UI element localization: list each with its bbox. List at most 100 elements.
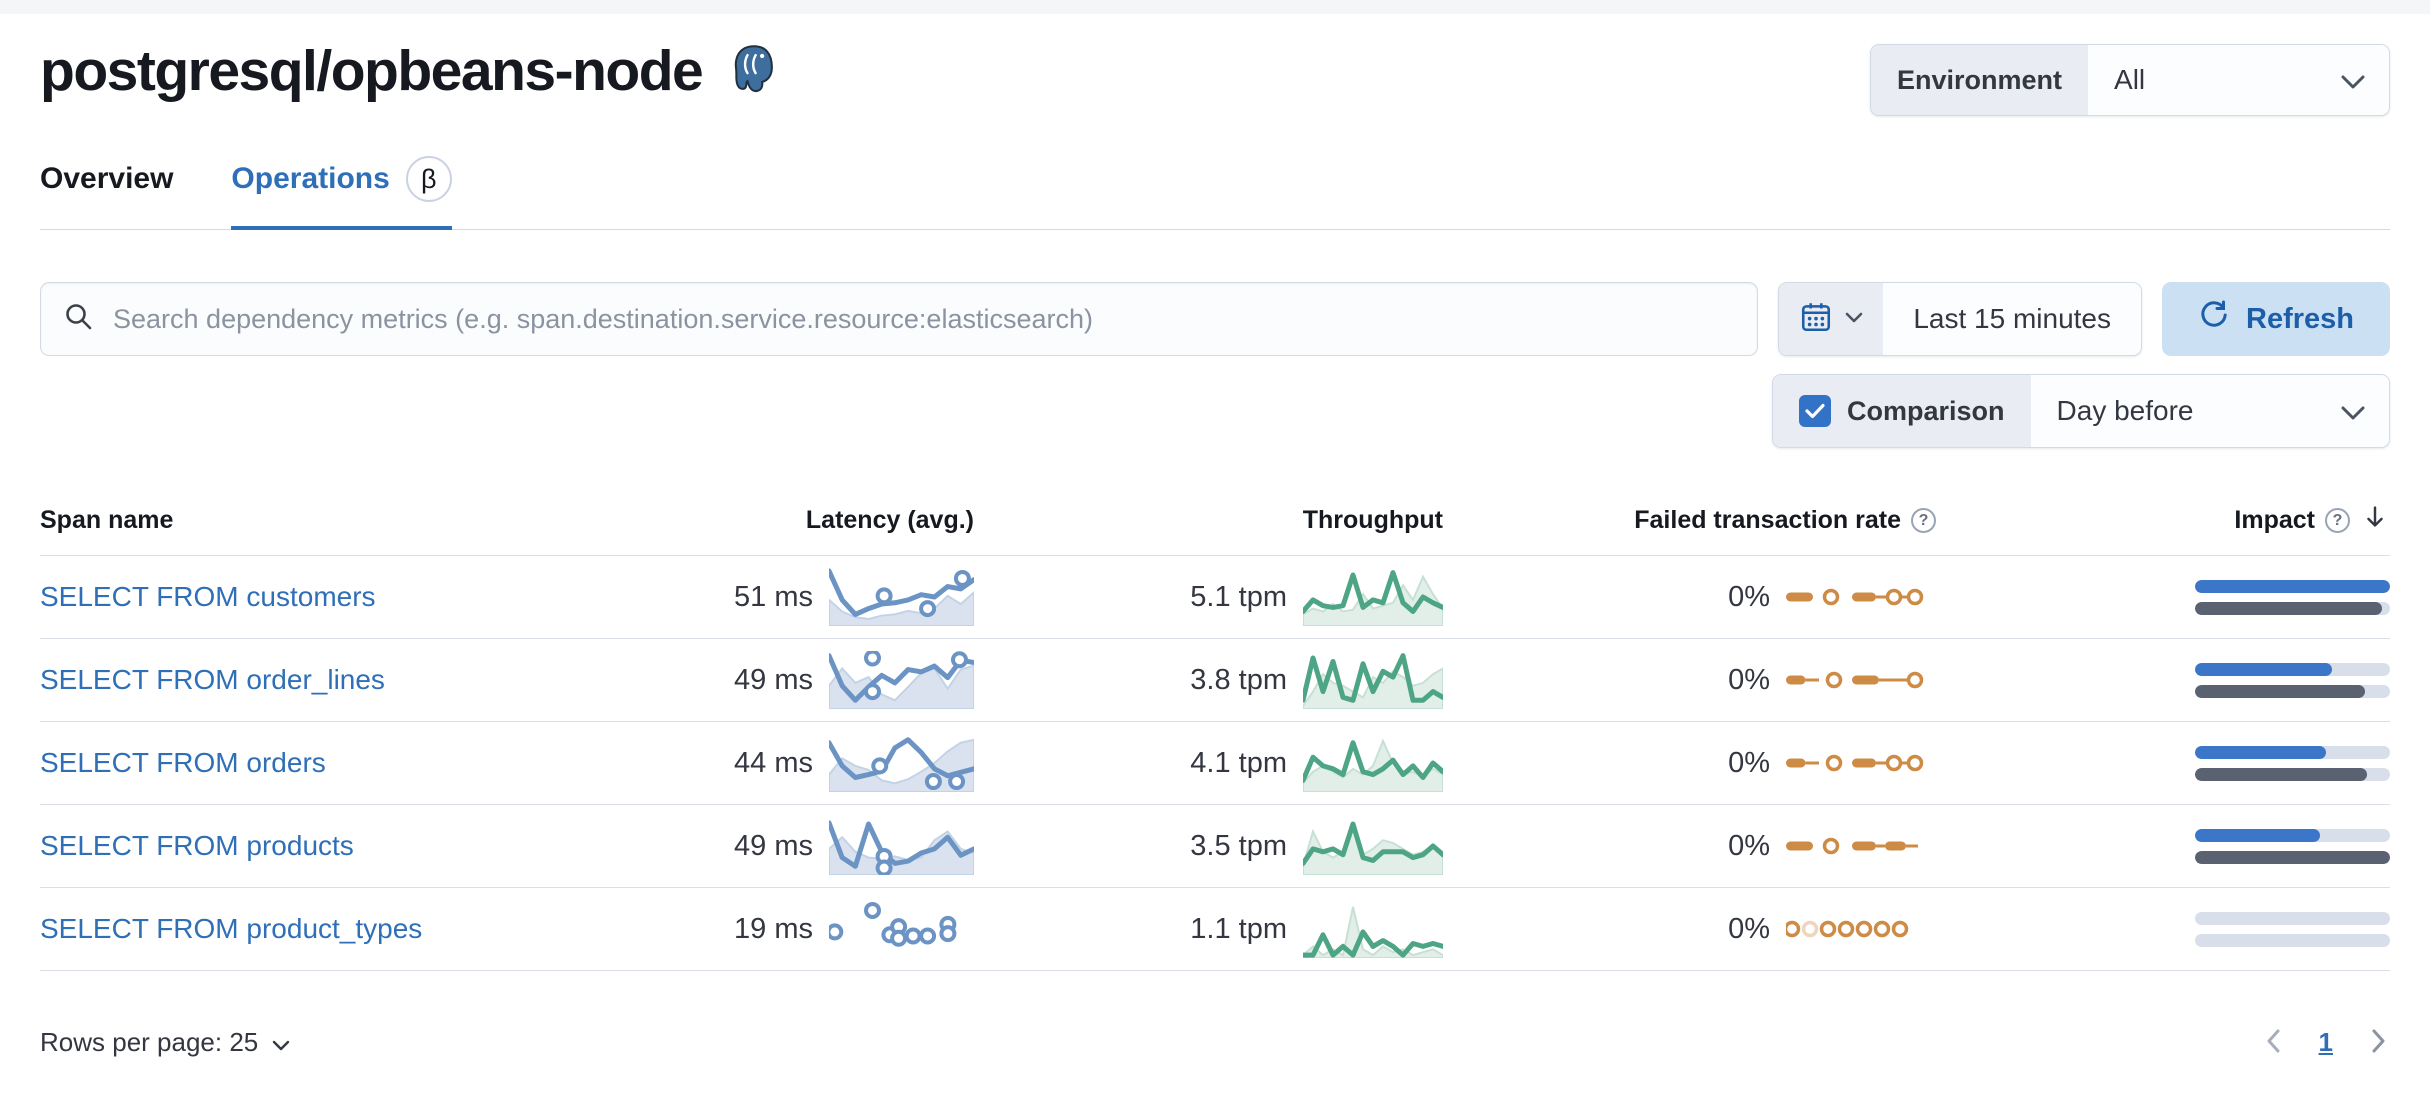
table-row: SELECT FROM order_lines 49 ms 3.8 tpm 0%	[40, 639, 2390, 722]
ftr-value: 0%	[1728, 663, 1770, 696]
impact-bar-current	[2195, 745, 2326, 759]
search-box[interactable]	[40, 282, 1759, 356]
column-header-impact[interactable]: Impact ?	[1936, 502, 2390, 539]
table-header: Span name Latency (avg.) Throughput Fail…	[40, 502, 2390, 556]
table-row: SELECT FROM products 49 ms 3.5 tpm 0%	[40, 805, 2390, 888]
page-title: postgresql/opbeans-node	[40, 39, 704, 103]
column-header-failed-rate[interactable]: Failed transaction rate ?	[1443, 506, 1936, 535]
rows-per-page-label: Rows per page: 25	[40, 1027, 259, 1057]
tabs: Overview Operations β	[40, 156, 2390, 230]
refresh-label: Refresh	[2246, 302, 2354, 335]
tab-operations-label: Operations	[231, 162, 390, 195]
impact-cell	[1936, 911, 2390, 947]
chevron-down-icon	[2341, 395, 2365, 427]
table-row: SELECT FROM orders 44 ms 4.1 tpm 0%	[40, 722, 2390, 805]
tab-operations[interactable]: Operations β	[231, 156, 452, 230]
sort-descending-icon	[2360, 502, 2390, 539]
ftr-value: 0%	[1728, 829, 1770, 862]
previous-page-button[interactable]	[2262, 1025, 2285, 1060]
comparison-checkbox[interactable]	[1799, 395, 1831, 427]
latency-value: 49 ms	[734, 663, 813, 696]
span-link[interactable]: SELECT FROM orders	[40, 747, 326, 778]
beta-badge: β	[405, 156, 452, 202]
postgresql-icon	[728, 43, 780, 100]
ftr-sparkline	[1786, 671, 1924, 689]
latency-sparkline	[829, 737, 974, 792]
latency-value: 19 ms	[734, 912, 813, 945]
throughput-value: 3.5 tpm	[1190, 829, 1287, 862]
ftr-sparkline	[1786, 837, 1918, 855]
refresh-button[interactable]: Refresh	[2162, 282, 2390, 356]
table-body: SELECT FROM customers 51 ms 5.1 tpm 0% S…	[40, 556, 2390, 971]
refresh-icon	[2198, 299, 2230, 339]
impact-bar-current	[2195, 579, 2390, 593]
span-link[interactable]: SELECT FROM order_lines	[40, 664, 385, 695]
impact-cell	[1936, 662, 2390, 698]
tab-overview[interactable]: Overview	[40, 156, 173, 230]
column-header-latency[interactable]: Latency (avg.)	[805, 506, 974, 534]
ftr-sparkline	[1786, 754, 1924, 772]
search-input[interactable]	[113, 303, 1736, 335]
throughput-sparkline	[1303, 570, 1443, 626]
table-footer: Rows per page: 25 1	[40, 1025, 2390, 1060]
help-icon[interactable]: ?	[1911, 508, 1936, 533]
latency-value: 49 ms	[734, 829, 813, 862]
impact-bar-previous	[2195, 601, 2383, 615]
chevron-down-icon	[2341, 64, 2365, 96]
throughput-value: 3.8 tpm	[1190, 663, 1287, 696]
pagination: 1	[2262, 1025, 2390, 1060]
comparison-value: Day before	[2056, 395, 2194, 426]
ftr-value: 0%	[1728, 912, 1770, 945]
ftr-value: 0%	[1728, 746, 1770, 779]
column-header-throughput[interactable]: Throughput	[1302, 506, 1443, 534]
column-header-span-name[interactable]: Span name	[40, 506, 174, 534]
impact-cell	[1936, 745, 2390, 781]
latency-value: 44 ms	[734, 746, 813, 779]
span-link[interactable]: SELECT FROM customers	[40, 581, 376, 612]
throughput-sparkline	[1303, 738, 1443, 792]
throughput-value: 1.1 tpm	[1190, 912, 1287, 945]
comparison-control: Comparison Day before	[1772, 374, 2390, 448]
impact-bar-current	[2195, 828, 2320, 842]
comparison-label: Comparison	[1847, 395, 2005, 426]
ftr-value: 0%	[1728, 580, 1770, 613]
time-range-value[interactable]: Last 15 minutes	[1883, 283, 2141, 355]
impact-bar-previous	[2195, 684, 2365, 698]
comparison-select[interactable]: Day before	[2030, 375, 2389, 447]
chevron-down-icon	[272, 1027, 290, 1058]
table-row: SELECT FROM product_types 19 ms 1.1 tpm …	[40, 888, 2390, 971]
next-page-button[interactable]	[2367, 1025, 2390, 1060]
environment-value-select[interactable]: All	[2088, 45, 2389, 115]
page-header: postgresql/opbeans-node Environment All	[40, 38, 2390, 116]
ftr-sparkline	[1786, 588, 1924, 606]
environment-label: Environment	[1871, 45, 2089, 115]
search-icon	[63, 301, 95, 338]
throughput-sparkline	[1303, 821, 1443, 875]
ftr-sparkline	[1786, 920, 1909, 938]
throughput-sparkline	[1303, 906, 1443, 958]
calendar-dropdown-button[interactable]	[1779, 283, 1884, 355]
span-link[interactable]: SELECT FROM products	[40, 830, 354, 861]
rows-per-page-button[interactable]: Rows per page: 25	[40, 1027, 290, 1058]
tab-overview-label: Overview	[40, 162, 174, 195]
latency-sparkline	[829, 568, 974, 626]
table-row: SELECT FROM customers 51 ms 5.1 tpm 0%	[40, 556, 2390, 639]
top-strip	[0, 0, 2430, 14]
latency-sparkline	[829, 820, 974, 875]
environment-value: All	[2114, 64, 2146, 95]
span-link[interactable]: SELECT FROM product_types	[40, 913, 423, 944]
latency-value: 51 ms	[734, 580, 813, 613]
time-range-picker: Last 15 minutes	[1778, 282, 2142, 356]
operations-table: Span name Latency (avg.) Throughput Fail…	[40, 502, 2390, 971]
impact-cell	[1936, 579, 2390, 615]
throughput-value: 5.1 tpm	[1190, 580, 1287, 613]
impact-bar-previous	[2195, 850, 2390, 864]
environment-select[interactable]: Environment All	[1870, 44, 2390, 116]
throughput-value: 4.1 tpm	[1190, 746, 1287, 779]
page-number[interactable]: 1	[2318, 1027, 2333, 1057]
latency-sparkline	[829, 901, 957, 947]
latency-sparkline	[829, 651, 974, 709]
help-icon[interactable]: ?	[2325, 508, 2350, 533]
chevron-down-icon	[1845, 310, 1863, 328]
impact-bar-previous	[2195, 767, 2367, 781]
